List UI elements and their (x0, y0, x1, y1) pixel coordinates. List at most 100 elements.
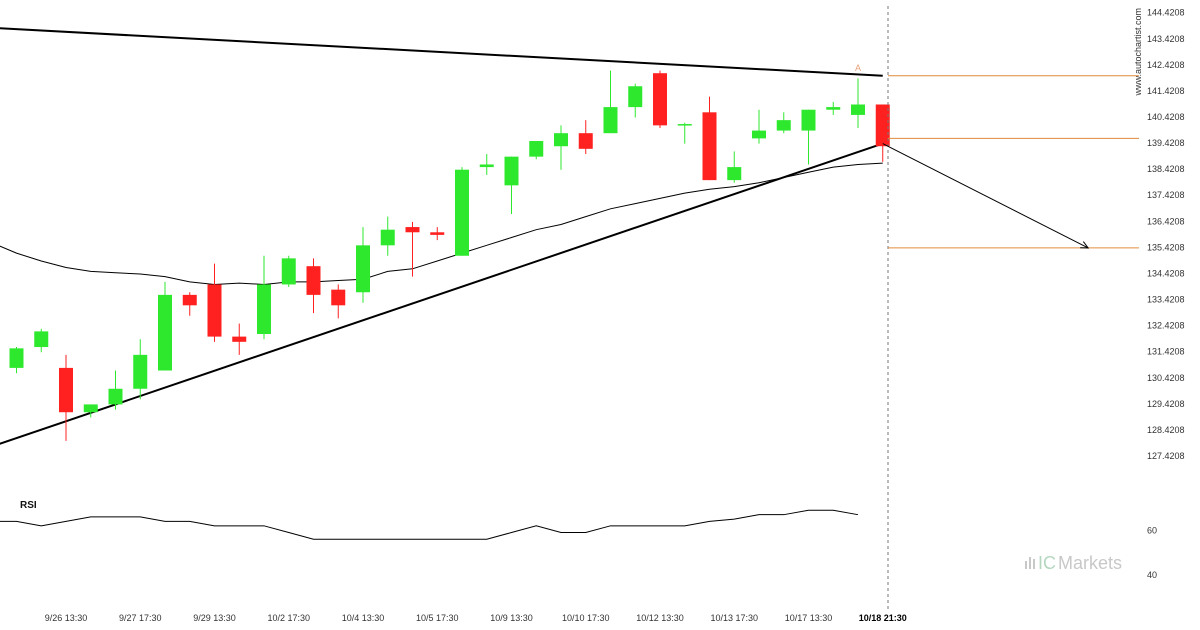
alert-marker-label: A (855, 63, 861, 73)
watermark-text: www.autochartist.com (1133, 8, 1143, 97)
brand-bar-1 (1025, 561, 1027, 569)
x-tick-label: 9/27 17:30 (119, 613, 162, 623)
x-tick-label: 10/13 17:30 (710, 613, 758, 623)
main-clipped-group (0, 27, 890, 445)
rsi-line (0, 509, 859, 540)
candle-12 (281, 255, 296, 288)
candle-body (628, 86, 643, 108)
candle-body (158, 294, 172, 371)
x-tick-label: 10/9 13:30 (490, 613, 533, 623)
x-tick-label: 10/10 17:30 (562, 613, 610, 623)
candle-body (356, 245, 370, 293)
x-tick-label: 9/26 13:30 (45, 613, 88, 623)
candle-body (455, 169, 469, 256)
candle-5 (108, 370, 123, 410)
y-tick-label: 129.4208 (1147, 399, 1185, 409)
rsi-y-tick-label: 40 (1147, 570, 1157, 580)
candle-2 (34, 328, 49, 353)
candle-body (133, 354, 148, 389)
rsi-y-tick-label: 60 (1147, 525, 1157, 535)
forecast-arrow-head (1080, 241, 1090, 249)
candle-21 (504, 156, 519, 215)
candle-body (182, 294, 197, 306)
candle-36 (875, 104, 890, 162)
candle-34 (826, 101, 841, 115)
candle-body (826, 107, 841, 110)
candle-35 (851, 78, 865, 128)
y-tick-label: 141.4208 (1147, 86, 1185, 96)
price-panel (0, 27, 890, 445)
candle-23 (554, 125, 568, 170)
candle-body (430, 232, 445, 235)
candle-body (677, 124, 692, 126)
candle-body (875, 104, 890, 147)
brand-logo: IC Markets (1025, 553, 1122, 573)
y-tick-label: 134.4208 (1147, 268, 1185, 278)
brand-bar-3 (1033, 559, 1035, 569)
y-tick-label: 131.4208 (1147, 347, 1185, 357)
x-tick-label: 10/17 13:30 (785, 613, 833, 623)
candle-4 (83, 404, 98, 418)
candle-22 (529, 141, 544, 160)
candle-body (207, 284, 222, 337)
candle-body (603, 107, 618, 134)
candle-33 (801, 109, 816, 165)
candle-body (653, 73, 667, 126)
candle-body (529, 141, 544, 157)
candle-26 (628, 83, 643, 118)
y-tick-label: 142.4208 (1147, 60, 1185, 70)
candle-body (9, 348, 24, 368)
candle-body (578, 133, 593, 149)
x-tick-label: 9/29 13:30 (193, 613, 236, 623)
candle-7 (158, 281, 172, 371)
candle-3 (59, 354, 73, 441)
candle-6 (133, 339, 148, 400)
candle-body (504, 156, 519, 186)
candle-17 (405, 221, 420, 277)
candle-body (331, 289, 346, 306)
candle-body (801, 109, 816, 131)
resistance-trendline (0, 27, 883, 77)
y-tick-label: 144.4208 (1147, 8, 1185, 18)
candle-8 (182, 292, 197, 316)
y-tick-label: 132.4208 (1147, 321, 1185, 331)
candle-body (851, 104, 865, 115)
candle-body (554, 133, 568, 147)
candle-31 (752, 109, 766, 144)
candle-24 (578, 120, 593, 155)
candle-body (479, 164, 494, 168)
candle-body (776, 120, 791, 131)
candle-16 (380, 216, 395, 256)
candle-18 (430, 227, 445, 241)
x-tick-label: 10/5 17:30 (416, 613, 459, 623)
candle-10 (232, 323, 247, 355)
rsi-panel: RSI 60 40 (0, 500, 1157, 580)
rsi-title: RSI (20, 500, 37, 511)
candle-29 (702, 96, 717, 181)
candle-15 (356, 227, 370, 303)
candle-28 (677, 122, 692, 144)
candle-body (34, 331, 49, 348)
brand-prefix: IC (1038, 553, 1056, 573)
candle-14 (331, 284, 346, 319)
moving-average-line (0, 162, 883, 285)
y-tick-label: 143.4208 (1147, 34, 1185, 44)
candle-body (83, 404, 98, 413)
candle-body (405, 227, 420, 233)
candle-body (380, 229, 395, 246)
candle-25 (603, 70, 618, 134)
y-tick-label: 137.4208 (1147, 190, 1185, 200)
candle-body (257, 284, 271, 334)
y-tick-label: 136.4208 (1147, 216, 1185, 226)
candle-11 (257, 255, 271, 340)
y-tick-label: 128.4208 (1147, 425, 1185, 435)
candle-body (752, 130, 766, 139)
candle-20 (479, 154, 494, 175)
candle-19 (455, 167, 469, 256)
y-tick-label: 135.4208 (1147, 242, 1185, 252)
y-tick-label: 127.4208 (1147, 451, 1185, 461)
x-tick-label: 10/18 21:30 (859, 613, 907, 623)
forecast-arrow-line (882, 143, 1089, 249)
